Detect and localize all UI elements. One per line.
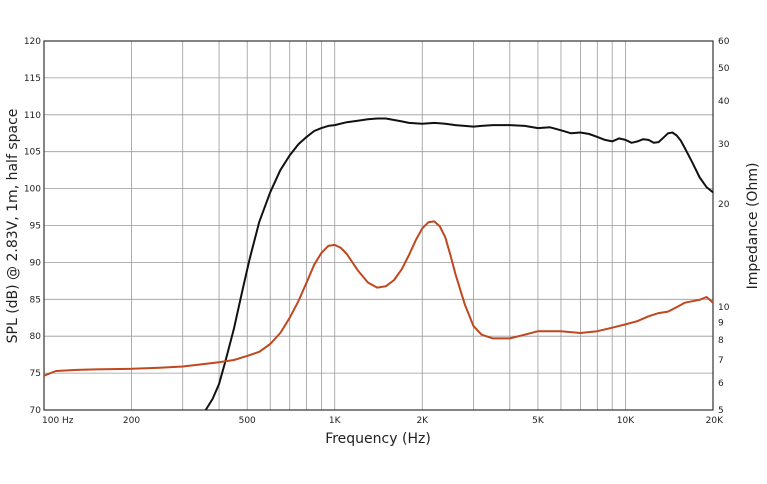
y-right-tick-label: 9 xyxy=(718,319,724,329)
series-layer xyxy=(43,117,714,411)
y-left-tick-label: 115 xyxy=(24,74,41,84)
x-tick-label: 100 Hz xyxy=(42,416,74,426)
y-left-tick-label: 95 xyxy=(30,222,41,232)
impedance-curve-line xyxy=(43,220,714,377)
y-left-tick-label: 105 xyxy=(24,148,41,158)
spl-curve-line xyxy=(204,117,714,411)
y-left-tick-label: 85 xyxy=(30,295,41,305)
x-tick-label: 500 xyxy=(239,416,256,426)
x-tick-label: 20K xyxy=(706,416,724,426)
x-tick-labels: 100 Hz 200 500 1K 2K 5K 10K 20K xyxy=(42,416,724,426)
y-right-tick-label: 5 xyxy=(718,406,724,416)
y-right-tick-label: 20 xyxy=(718,200,730,210)
y-left-tick-labels: 70 75 80 85 90 95 100 105 110 115 120 xyxy=(24,37,41,416)
y-left-tick-label: 90 xyxy=(30,258,42,268)
x-tick-label: 1K xyxy=(329,416,342,426)
y-left-tick-label: 80 xyxy=(30,332,42,342)
x-tick-label: 10K xyxy=(617,416,635,426)
y-left-tick-label: 120 xyxy=(24,37,41,47)
y-right-tick-label: 30 xyxy=(718,140,730,150)
y-right-tick-label: 60 xyxy=(718,37,730,47)
y-axis-left-title: SPL (dB) @ 2.83V, 1m, half space xyxy=(5,109,21,344)
y-right-tick-label: 40 xyxy=(718,97,730,107)
y-right-tick-label: 8 xyxy=(718,336,724,346)
y-right-tick-label: 50 xyxy=(718,64,730,74)
y-left-tick-label: 100 xyxy=(24,185,41,195)
y-left-tick-label: 70 xyxy=(30,406,42,416)
y-axis-right-title: Impedance (Ohm) xyxy=(745,163,761,290)
x-tick-label: 5K xyxy=(532,416,545,426)
grid-lines xyxy=(44,41,713,410)
plot-frame xyxy=(43,40,714,411)
x-tick-label: 200 xyxy=(123,416,140,426)
x-axis-title: Frequency (Hz) xyxy=(325,431,431,447)
x-tick-label: 2K xyxy=(416,416,429,426)
y-right-tick-label: 7 xyxy=(718,356,724,366)
y-left-tick-label: 110 xyxy=(24,111,41,121)
y-right-tick-label: 10 xyxy=(718,303,730,313)
y-left-tick-label: 75 xyxy=(30,369,41,379)
y-right-tick-labels: 5 6 7 8 9 10 20 30 40 50 60 xyxy=(718,37,730,416)
y-right-tick-label: 6 xyxy=(718,379,724,389)
